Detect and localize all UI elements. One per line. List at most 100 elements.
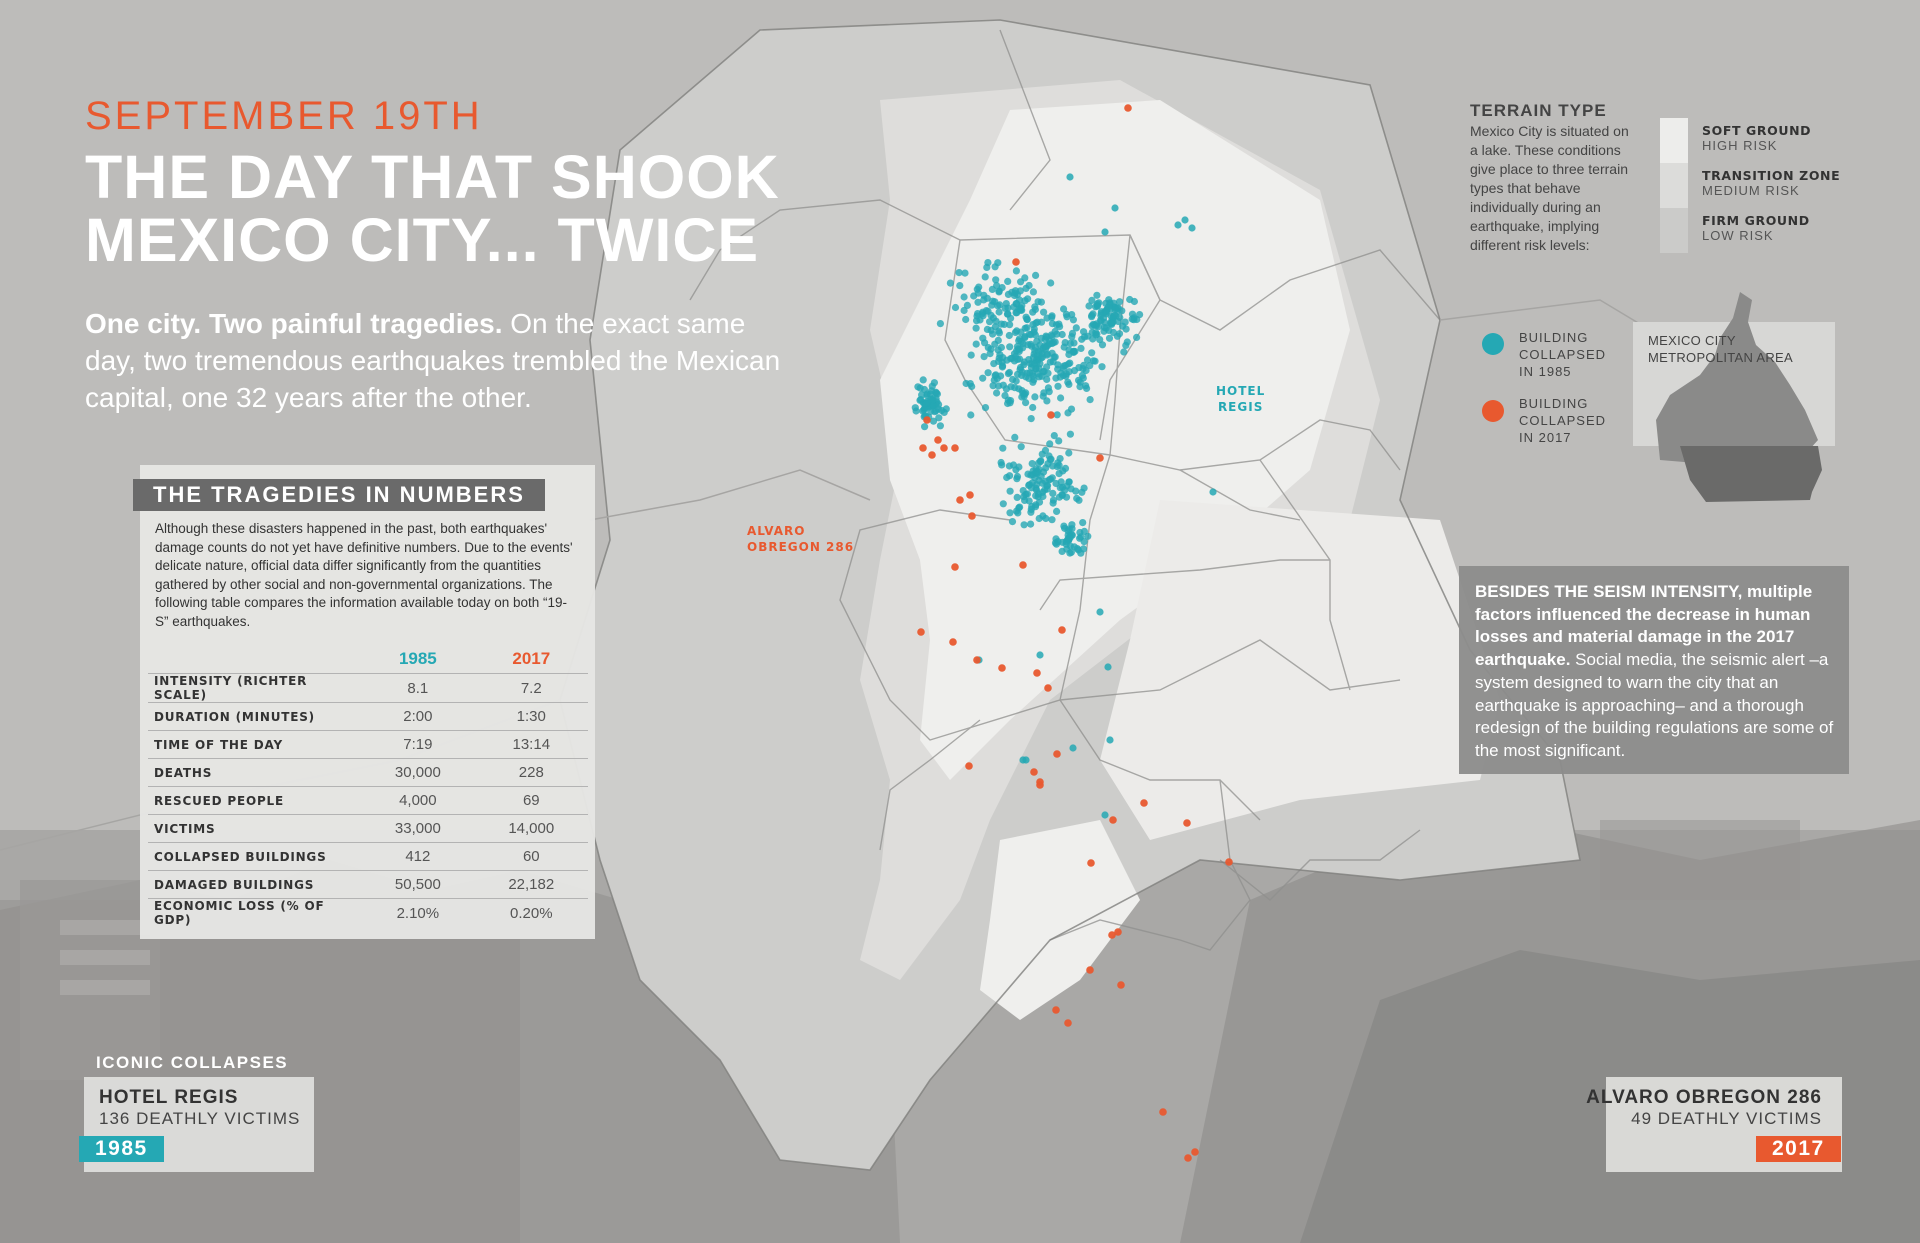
dot-1985	[1032, 271, 1040, 279]
value-1985: 7:19	[361, 730, 475, 759]
value-2017: 14,000	[474, 814, 588, 843]
dot-2017	[951, 563, 959, 571]
dots-2017-layer	[917, 104, 1233, 1162]
dot-1985	[1106, 736, 1114, 744]
dot-1985	[1010, 291, 1019, 300]
dot-1985	[1086, 396, 1094, 404]
value-1985: 50,500	[361, 870, 475, 899]
dot-2017	[966, 491, 974, 499]
dot-1985	[1069, 316, 1077, 324]
dot-1985	[916, 384, 924, 392]
dot-1985	[1021, 496, 1029, 504]
dot-1985	[984, 307, 992, 315]
dot-1985	[1020, 521, 1028, 529]
legend-label-1985: BUILDING COLLAPSED IN 1985	[1519, 330, 1607, 379]
dot-1985	[1055, 493, 1063, 501]
dot-1985	[1071, 347, 1079, 356]
dot-2017	[1053, 750, 1061, 758]
dot-1985	[1055, 461, 1063, 469]
dot-1985	[919, 376, 927, 384]
table-row: VICTIMS 33,000 14,000	[148, 814, 588, 843]
dot-1985	[1016, 503, 1024, 511]
dot-1985	[1001, 304, 1009, 312]
dot-1985	[1053, 411, 1061, 419]
dot-1985	[1011, 433, 1019, 441]
dot-1985	[1014, 355, 1022, 363]
dot-1985	[1036, 458, 1045, 466]
dot-1985	[1066, 359, 1074, 367]
dot-1985	[966, 380, 974, 388]
dot-1985	[1122, 325, 1130, 333]
dot-1985	[1059, 364, 1067, 372]
table-row: TIME OF THE DAY 7:19 13:14	[148, 730, 588, 759]
dot-1985	[1027, 484, 1035, 492]
dot-1985	[975, 283, 983, 291]
dot-1985	[1066, 549, 1074, 557]
dot-1985	[1033, 469, 1041, 478]
dot-1985	[979, 374, 987, 382]
value-1985: 8.1	[361, 673, 475, 703]
table-row: COLLAPSED BUILDINGS 412 60	[148, 842, 588, 871]
dot-1985	[1034, 298, 1042, 306]
dot-1985	[1123, 338, 1131, 346]
table-row: ECONOMIC LOSS (% OF GDP) 2.10% 0.20%	[148, 898, 588, 927]
dot-1985	[1079, 519, 1087, 527]
dot-1985	[1111, 204, 1119, 212]
dot-1985	[1084, 532, 1092, 540]
dot-1985	[998, 284, 1006, 292]
dot-1985	[1038, 450, 1046, 458]
dot-1985	[997, 458, 1005, 467]
dot-1985	[990, 360, 998, 368]
dot-1985	[1100, 327, 1108, 335]
row-label: TIME OF THE DAY	[148, 730, 362, 759]
terrain-description: Mexico City is situated on a lake. These…	[1470, 123, 1629, 253]
dot-2017	[1108, 931, 1116, 939]
dot-1985	[980, 353, 988, 361]
dot-1985	[1116, 298, 1124, 306]
dot-1985	[1017, 443, 1025, 451]
swatch-transition-zone	[1660, 163, 1688, 208]
dot-1985	[929, 417, 938, 425]
dot-1985	[1019, 487, 1027, 495]
dot-1985	[1024, 295, 1032, 303]
row-label: VICTIMS	[148, 814, 362, 843]
numbers-title: THE TRAGEDIES IN NUMBERS	[133, 479, 545, 511]
dot-1985	[1046, 455, 1054, 464]
dot-1985	[1098, 363, 1106, 371]
page-title-line1: THE DAY THAT SHOOK	[85, 143, 780, 211]
map-label-hotel-regis: HOTEL REGIS	[1216, 384, 1266, 414]
dot-1985	[1004, 290, 1013, 298]
dot-1985	[1088, 349, 1096, 357]
dot-1985	[1015, 335, 1024, 343]
dot-1985	[1037, 318, 1046, 326]
dot-1985	[938, 406, 946, 415]
dot-2017	[1114, 928, 1122, 936]
intro-bold: One city. Two painful tragedies.	[85, 308, 503, 339]
dot-1985	[1089, 357, 1098, 365]
dot-1985	[1089, 310, 1097, 318]
dot-1985	[1050, 432, 1058, 440]
dot-2017	[1012, 258, 1020, 266]
dot-1985	[999, 500, 1007, 508]
dot-1985	[1027, 508, 1035, 516]
dot-1985	[1035, 498, 1044, 506]
dot-1985	[1025, 281, 1033, 290]
dot-1985	[921, 423, 929, 431]
dot-1985	[1009, 375, 1017, 384]
dot-1985	[1060, 522, 1068, 530]
dot-1985	[1109, 328, 1118, 337]
dot-1985	[1077, 344, 1085, 352]
dot-1985	[1043, 342, 1052, 350]
row-label: DURATION (MINUTES)	[148, 702, 362, 731]
dot-1985	[1048, 516, 1056, 524]
dot-1985	[994, 382, 1003, 390]
dot-1985	[1080, 484, 1088, 492]
dot-1985	[928, 382, 936, 390]
dot-2017	[951, 444, 959, 452]
terrain-item-firm: FIRM GROUND LOW RISK	[1702, 213, 1810, 243]
value-2017: 60	[474, 842, 588, 871]
dot-1985	[1036, 651, 1044, 659]
value-1985: 412	[361, 842, 475, 871]
dot-1985	[1082, 382, 1090, 390]
